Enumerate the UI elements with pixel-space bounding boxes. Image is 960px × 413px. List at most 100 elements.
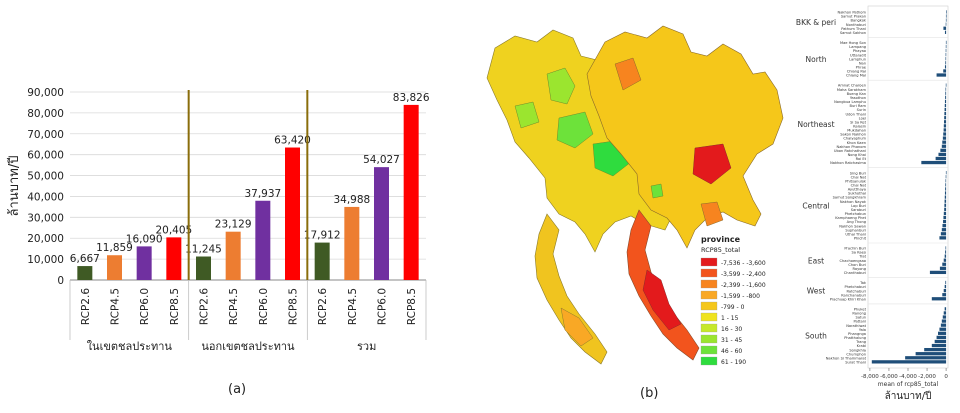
bar: [943, 288, 947, 293]
bar: [871, 360, 947, 364]
data-label: 37,937: [244, 188, 281, 200]
bar: [941, 144, 947, 148]
bar: [944, 103, 947, 108]
province-label: Songkhla: [849, 348, 866, 352]
legend-swatch: [700, 312, 718, 322]
province-label: Nakhon Sawan: [839, 224, 866, 228]
province-label: Mae Hong Son: [840, 41, 866, 45]
legend-subtitle: RCP85_total: [701, 246, 740, 254]
province-label: Sakon Nakhon: [840, 133, 866, 137]
province-label: Pathum Thani: [841, 27, 866, 31]
bar: [936, 335, 947, 340]
bar: [940, 148, 947, 152]
bar: [940, 232, 947, 236]
bar: [943, 26, 947, 30]
bar: [942, 262, 947, 266]
province-label: Maha Sarakham: [837, 88, 867, 92]
province-label: Udon Thani: [846, 112, 866, 116]
bar: [941, 319, 947, 323]
province-label: Kalasin: [853, 125, 866, 129]
province-label: Amnat Charoen: [838, 84, 866, 88]
map-right-south: [626, 209, 700, 361]
province-label: Nakhon Nayok: [840, 200, 867, 204]
x-tick-label: RCP2.6: [199, 288, 211, 325]
bar: [344, 206, 360, 280]
bar: [935, 156, 947, 161]
province-label: Nakhon Phanom: [837, 145, 867, 149]
data-label: 11,245: [185, 244, 222, 256]
province-label: Ang Thong: [847, 220, 866, 224]
bar: [945, 250, 947, 254]
bar: [944, 203, 947, 207]
x-tick-label: RCP4.5: [110, 288, 122, 325]
bar: [939, 266, 947, 270]
legend-swatch: [700, 356, 718, 366]
y-tick-label: 90,000: [27, 87, 64, 99]
province-label: Uthai Thani: [845, 232, 866, 236]
legend-label: 1 - 15: [721, 315, 739, 322]
province-label: Chai Nat: [851, 184, 867, 188]
bar: [77, 266, 93, 280]
province-label: Chachoengsao: [840, 259, 867, 263]
bar: [944, 191, 947, 195]
legend-swatch: [700, 268, 718, 278]
y-tick-label: 40,000: [27, 191, 64, 203]
province-label: Samut Sakhon: [840, 31, 866, 35]
x-tick-label: RCP6.0: [377, 288, 389, 325]
province-label: Ubon Ratchathani: [834, 149, 866, 153]
province-label: Suphanburi: [845, 228, 866, 232]
bar: [938, 331, 947, 335]
province-label: Nakhon Ratchasima: [830, 161, 866, 165]
bar: [944, 207, 947, 211]
y-tick-label: 10,000: [27, 254, 64, 266]
bar: [374, 167, 389, 280]
province-label: Yala: [859, 328, 866, 332]
y-tick-label: 60,000: [27, 150, 64, 162]
data-label: 23,129: [215, 219, 252, 231]
province-label: Phatthalung: [844, 336, 866, 340]
data-label: 83,826: [393, 92, 430, 104]
province-label: Phayao: [853, 49, 866, 53]
bar: [941, 228, 947, 232]
bar: [255, 200, 271, 280]
province-label: Bangkok: [851, 19, 867, 23]
map-legend: province RCP85_total -7,536 - -3,600 -3,599…: [700, 235, 766, 366]
bar: [943, 69, 947, 73]
province-label: Lamphun: [849, 57, 866, 61]
bar: [939, 327, 947, 331]
region-label: South: [805, 331, 827, 340]
bar: [943, 132, 947, 136]
group-label: นอกเขตชลประทาน: [201, 340, 295, 353]
bar: [942, 315, 947, 319]
map-right-red-northeast: [692, 143, 732, 185]
x-tick-label: RCP6.0: [258, 288, 270, 325]
region-label: Northeast: [797, 120, 834, 129]
data-label: 16,090: [126, 233, 163, 245]
province-label: Ranong: [852, 312, 866, 316]
bar: [944, 30, 947, 34]
province-label: Trat: [858, 255, 866, 259]
legend-label: -7,536 - -3,600: [721, 260, 766, 267]
map-left-green-1: [546, 67, 576, 105]
map-left-green-2: [556, 111, 594, 149]
bar: [931, 343, 947, 348]
bar-chart-panel-a: 0 10,000 20,000 30,000 40,000 50,000 60,000 70,…: [6, 87, 430, 353]
legend-label: 31 - 45: [721, 337, 742, 344]
bar: [924, 347, 947, 352]
province-label: Saraburi: [851, 208, 866, 212]
province-label: Uttaradit: [850, 53, 867, 57]
x-tick-label: RCP4.5: [347, 288, 359, 325]
province-label: Krabi: [857, 344, 866, 348]
bar: [921, 160, 947, 165]
province-label: Sukhothai: [848, 192, 866, 196]
province-label: Nakhon Pathom: [838, 11, 867, 15]
bar: [945, 57, 947, 61]
bar: [944, 284, 947, 289]
bar: [945, 179, 947, 183]
bar: [940, 323, 947, 327]
data-label: 63,420: [274, 135, 311, 147]
map-left-south: [534, 213, 608, 365]
bar: [944, 195, 947, 199]
province-label: Nongbua Lamphu: [834, 100, 866, 104]
bar: [943, 311, 947, 315]
